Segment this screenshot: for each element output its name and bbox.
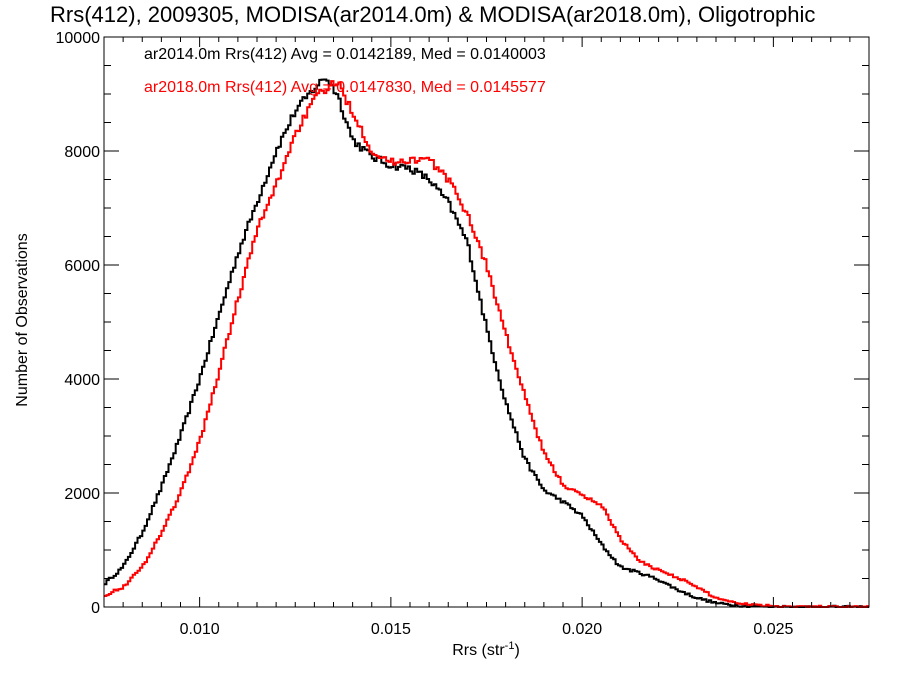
y-axis-ticks: 0 2000 4000 6000 8000 10000: [56, 30, 869, 617]
y-tick-label: 0: [91, 600, 100, 617]
x-tick-label: 0.015: [371, 621, 411, 638]
series-line-0: [104, 78, 869, 608]
series-line-1: [104, 80, 869, 608]
y-tick-label: 8000: [64, 144, 100, 161]
y-tick-label: 2000: [64, 486, 100, 503]
annotation-ar2014: ar2014.0m Rrs(412) Avg = 0.0142189, Med …: [144, 46, 546, 63]
y-tick-label: 4000: [64, 372, 100, 389]
annotation-ar2018: ar2018.0m Rrs(412) Avg = 0.0147830, Med …: [144, 79, 546, 96]
y-tick-label: 6000: [64, 258, 100, 275]
x-tick-label: 0.025: [753, 621, 793, 638]
x-tick-label: 0.010: [180, 621, 220, 638]
x-axis-ticks: 0.010 0.015 0.020 0.025: [103, 37, 870, 638]
series-layer: [104, 78, 869, 608]
x-tick-label: 0.020: [562, 621, 602, 638]
y-tick-label: 10000: [56, 30, 101, 47]
x-axis-label: Rrs (str-1): [452, 640, 520, 659]
y-axis-label: Number of Observations: [14, 233, 31, 406]
chart-title: Rrs(412), 2009305, MODISA(ar2014.0m) & M…: [50, 2, 815, 27]
